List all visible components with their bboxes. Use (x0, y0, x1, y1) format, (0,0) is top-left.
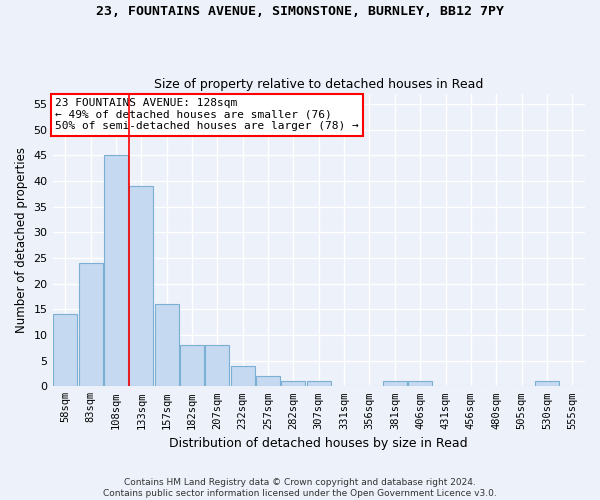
Bar (281, 381, 305, 386)
Bar (155, 304, 179, 386)
X-axis label: Distribution of detached houses by size in Read: Distribution of detached houses by size … (169, 437, 468, 450)
Bar (104, 155, 128, 386)
Title: Size of property relative to detached houses in Read: Size of property relative to detached ho… (154, 78, 484, 91)
Bar (408, 381, 432, 386)
Bar (307, 381, 331, 386)
Bar (205, 345, 229, 387)
Bar (256, 376, 280, 386)
Bar (535, 381, 559, 386)
Bar (79, 263, 103, 386)
Bar (129, 186, 154, 386)
Bar (180, 345, 204, 387)
Text: 23, FOUNTAINS AVENUE, SIMONSTONE, BURNLEY, BB12 7PY: 23, FOUNTAINS AVENUE, SIMONSTONE, BURNLE… (96, 5, 504, 18)
Bar (230, 366, 255, 386)
Bar (383, 381, 407, 386)
Bar (53, 314, 77, 386)
Text: 23 FOUNTAINS AVENUE: 128sqm
← 49% of detached houses are smaller (76)
50% of sem: 23 FOUNTAINS AVENUE: 128sqm ← 49% of det… (55, 98, 359, 131)
Y-axis label: Number of detached properties: Number of detached properties (15, 147, 28, 333)
Text: Contains HM Land Registry data © Crown copyright and database right 2024.
Contai: Contains HM Land Registry data © Crown c… (103, 478, 497, 498)
